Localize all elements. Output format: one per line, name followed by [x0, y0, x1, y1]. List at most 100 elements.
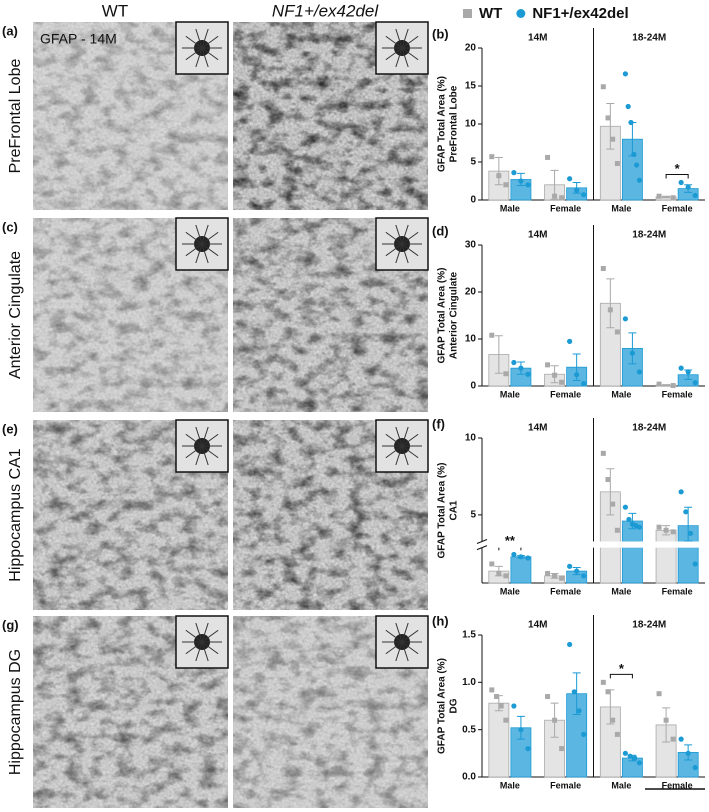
data-point	[663, 527, 669, 533]
data-point	[605, 689, 611, 695]
error-bar	[662, 384, 671, 387]
data-point	[636, 177, 643, 183]
data-point	[489, 332, 495, 338]
inset-process	[195, 641, 203, 662]
x-tick-label: Female	[550, 389, 581, 399]
inset-process	[201, 629, 219, 643]
data-point	[511, 170, 517, 176]
y-tick-label: 10	[465, 433, 477, 444]
y-tick-label: 5	[470, 157, 476, 168]
y-tick-label: 1.5	[462, 630, 476, 641]
inset-process	[195, 622, 203, 643]
data-point	[552, 573, 558, 579]
row-label: Hippocampus DG	[7, 649, 24, 775]
data-point	[574, 372, 580, 378]
inset-process	[185, 231, 203, 245]
x-tick-label: Female	[662, 780, 693, 790]
inset-process	[185, 47, 203, 61]
x-tick-label: Female	[662, 586, 693, 596]
micrograph	[33, 21, 229, 210]
data-point	[614, 731, 620, 737]
data-point	[503, 573, 509, 579]
data-point	[663, 717, 669, 723]
y-tick-label: 0	[470, 381, 476, 392]
x-tick-label: Male	[611, 586, 631, 596]
column-header: NF1+/ex42del	[272, 1, 380, 20]
panel-letter: (g)	[2, 617, 19, 632]
inset-process	[201, 641, 219, 655]
micrograph	[33, 419, 229, 610]
data-point	[636, 369, 643, 375]
data-point	[581, 731, 587, 738]
inset-process	[201, 47, 209, 68]
axis-break	[476, 541, 705, 548]
panel-letter: (b)	[432, 26, 449, 41]
x-tick-label: Male	[611, 389, 631, 399]
inset-process	[401, 243, 419, 257]
inset-process	[201, 622, 209, 643]
inset-process	[395, 445, 403, 466]
bar	[488, 702, 510, 778]
data-point	[692, 380, 698, 386]
data-point	[629, 350, 636, 356]
data-point	[503, 717, 509, 723]
inset-process	[385, 433, 403, 447]
x-tick-label: Female	[662, 389, 693, 399]
image-label: GFAP - 14M	[40, 31, 117, 47]
data-point	[610, 136, 616, 142]
bar	[655, 529, 677, 584]
data-point	[496, 570, 502, 576]
data-point	[503, 182, 509, 188]
data-point	[626, 516, 632, 523]
inset-process	[395, 243, 403, 264]
data-point	[581, 573, 587, 579]
data-point	[567, 641, 573, 648]
inset-process	[395, 622, 403, 643]
data-point	[496, 173, 502, 179]
significance-label: *	[675, 161, 681, 176]
data-point	[545, 362, 551, 368]
data-point	[632, 755, 638, 761]
data-point	[567, 338, 573, 344]
y-tick-label: 20	[465, 43, 477, 54]
inset-process	[195, 243, 203, 264]
data-point	[545, 570, 551, 576]
error-bar	[628, 332, 637, 365]
x-tick-label: Female	[550, 780, 581, 790]
data-point	[678, 365, 684, 371]
data-point	[518, 727, 524, 733]
data-point	[622, 750, 628, 756]
data-point	[685, 184, 691, 190]
data-point	[622, 71, 628, 77]
y-tick-label: 5	[470, 510, 476, 521]
group-label: 18-24M	[632, 33, 666, 44]
data-point	[559, 575, 565, 581]
y-axis-label: Anterior Cingulate	[449, 271, 460, 359]
inset-process	[385, 445, 403, 459]
legend-marker	[516, 9, 526, 18]
group-label: 14M	[528, 620, 547, 631]
data-point	[493, 694, 499, 700]
group-label: 14M	[528, 33, 547, 44]
panel-letter: (c)	[2, 219, 18, 234]
data-point	[559, 746, 565, 752]
data-point	[511, 551, 517, 558]
data-point	[552, 193, 558, 199]
data-point	[678, 179, 684, 186]
group-label: 18-24M	[632, 620, 666, 631]
data-point	[685, 369, 691, 375]
inset-process	[201, 243, 219, 257]
data-point	[610, 717, 616, 723]
inset-process	[195, 47, 203, 68]
row-label: Hippocampus CA1	[7, 448, 24, 582]
significance-bracket	[609, 673, 633, 679]
y-axis-label: GFAP Total Area (%)	[437, 268, 448, 364]
inset-process	[201, 433, 219, 447]
data-point	[567, 563, 573, 569]
data-point	[678, 489, 684, 495]
inset-process	[201, 426, 209, 447]
data-point	[607, 307, 613, 313]
legend-label: NF1+/ex42del	[532, 5, 628, 22]
data-point	[656, 381, 662, 387]
